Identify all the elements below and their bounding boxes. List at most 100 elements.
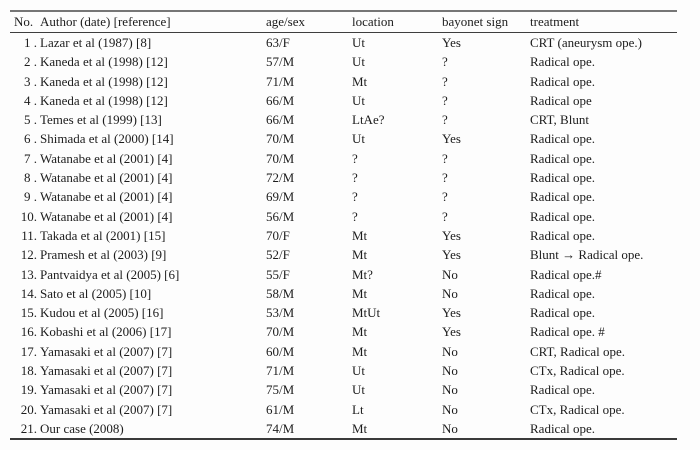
cell-author: Yamasaki et al (2007) [7] [40,401,173,417]
cell-bayonet-sign: Yes [442,324,461,340]
table-header: No. Author (date) [reference] age/sex lo… [10,11,677,33]
cell-location: Mt [352,73,368,89]
cell-no: 9 . [24,189,37,205]
cell-author: Sato et al (2005) [10] [40,285,152,301]
cell-treatment: Radical ope. [530,150,595,166]
cell-location: Ut [352,382,365,398]
col-header-no: No. [10,11,40,33]
cell-author: Kaneda et al (1998) [12] [40,92,168,108]
cell-no: 11. [21,227,37,243]
cell-no: 4 . [24,92,37,108]
cell-treatment: CTx, Radical ope. [530,401,625,417]
cell-author: Lazar et al (1987) [8] [40,35,152,50]
cell-age-sex: 61/M [266,401,295,417]
cell-age-sex: 63/F [266,35,290,50]
table-row: 12. Pramesh et al (2003) [9] 52/F Mt Yes Blun… [10,245,677,264]
cell-author: Kudou et al (2005) [16] [40,305,164,321]
cell-bayonet-sign: Yes [442,35,461,50]
cell-no: 3 . [24,73,37,89]
cell-location: Mt [352,343,368,359]
cell-age-sex: 55/F [266,266,290,282]
cell-no: 16. [20,324,37,340]
cell-age-sex: 75/M [266,382,295,398]
cell-age-sex: 74/M [266,420,295,436]
col-header-author-date-reference: Author (date) [reference] [40,11,266,33]
cell-location: Mt [352,324,368,340]
table-row: 9 . Watanabe et al (2001) [4] 69/M?? Radica… [10,187,677,206]
cell-location: Ut [352,131,365,147]
cell-author: Yamasaki et al (2007) [7] [40,363,173,379]
cell-treatment: Radical ope. [530,227,595,243]
cell-bayonet-sign: ? [442,73,448,89]
cell-age-sex: 56/M [266,208,295,224]
cell-bayonet-sign: Yes [442,227,461,243]
cell-age-sex: 70/M [266,324,295,340]
cell-bayonet-sign: No [442,343,458,359]
table-row: 21. Our case (2008) 74/M Mt No Radical ope. [10,419,677,439]
cell-no: 8 . [24,170,37,186]
header-row: No. Author (date) [reference] age/sex lo… [10,11,677,33]
cell-age-sex: 72/M [266,170,295,186]
cell-treatment: Radical ope. [530,189,595,205]
cell-no: 15. [20,305,37,321]
cell-location: Ut [352,92,365,108]
table-row: 8 . Watanabe et al (2001) [4] 72/M?? Radica… [10,168,677,187]
cell-location: ? [352,170,358,186]
cell-no: 2 . [24,54,37,70]
cell-location: Mt [352,247,368,263]
cell-treatment: Radical ope. [530,382,595,398]
cell-author: Watanabe et al (2001) [4] [40,208,173,224]
cell-author: Yamasaki et al (2007) [7] [40,382,173,398]
cell-author: Pantvaidya et al (2005) [6] [40,266,180,282]
table-row: 1 . Lazar et al (1987) [8] 63/F Ut Yes CRT (a… [10,33,677,53]
cell-age-sex: 70/F [266,227,290,243]
cell-no: 1 . [24,35,37,50]
cell-age-sex: 70/M [266,131,295,147]
cell-age-sex: 52/F [266,247,290,263]
cell-treatment: Radical ope. [530,208,595,224]
table-row: 10. Watanabe et al (2001) [4] 56/M?? Radica… [10,207,677,226]
cell-no: 20. [20,401,37,417]
cell-author: Kobashi et al (2006) [17] [40,324,172,340]
cell-bayonet-sign: No [442,363,458,379]
cell-age-sex: 57/M [266,54,295,70]
cell-no: 10. [20,208,37,224]
cell-no: 21. [20,420,37,436]
table-row: 16. Kobashi et al (2006) [17] 70/M Mt Yes Rad… [10,322,677,341]
cell-age-sex: 71/M [266,73,295,89]
table-row: 14. Sato et al (2005) [10] 58/M Mt No Radical… [10,284,677,303]
cell-bayonet-sign: No [442,401,458,417]
cell-age-sex: 70/M [266,150,295,166]
cell-treatment: Radical ope [530,92,592,108]
cell-location: Mt [352,227,368,243]
table-row: 6 . Shimada et al (2000) [14] 70/M Ut Yes Rad… [10,129,677,148]
cell-bayonet-sign: Yes [442,305,461,321]
cell-author: Temes et al (1999) [13] [40,112,162,128]
cell-author: Watanabe et al (2001) [4] [40,170,173,186]
cell-location: LtAe? [352,112,385,128]
table-row: 7 . Watanabe et al (2001) [4] 70/M?? Radica… [10,149,677,168]
cell-bayonet-sign: ? [442,150,448,166]
table-row: 20. Yamasaki et al (2007) [7] 61/M Lt No CTx,… [10,400,677,419]
cell-author: Kaneda et al (1998) [12] [40,54,168,70]
case-report-table: No. Author (date) [reference] age/sex lo… [10,10,677,441]
cell-author: Takada et al (2001) [15] [40,227,166,243]
cell-bayonet-sign: Yes [442,131,461,147]
table-row: 3 . Kaneda et al (1998) [12] 71/M Mt? Radica… [10,72,677,91]
table-row: 19. Yamasaki et al (2007) [7] 75/M Ut No Radi… [10,380,677,399]
table-row: 2 . Kaneda et al (1998) [12] 57/M Ut? Radica… [10,52,677,71]
cell-treatment: Radical ope. [530,73,595,89]
cell-treatment: Radical ope. [530,305,595,321]
cell-location: ? [352,189,358,205]
cell-bayonet-sign: No [442,420,458,436]
cell-treatment: Radical ope. [530,285,595,301]
cell-treatment: Blunt → Radical ope. [530,247,644,263]
table-body: 1 . Lazar et al (1987) [8] 63/F Ut Yes CRT (a… [10,33,677,440]
cell-treatment: CRT, Blunt [530,112,589,128]
cell-bayonet-sign: Yes [442,247,461,263]
cell-age-sex: 58/M [266,285,295,301]
cell-bayonet-sign: ? [442,208,448,224]
cell-bayonet-sign: ? [442,170,448,186]
cell-treatment: Radical ope. # [530,324,605,340]
